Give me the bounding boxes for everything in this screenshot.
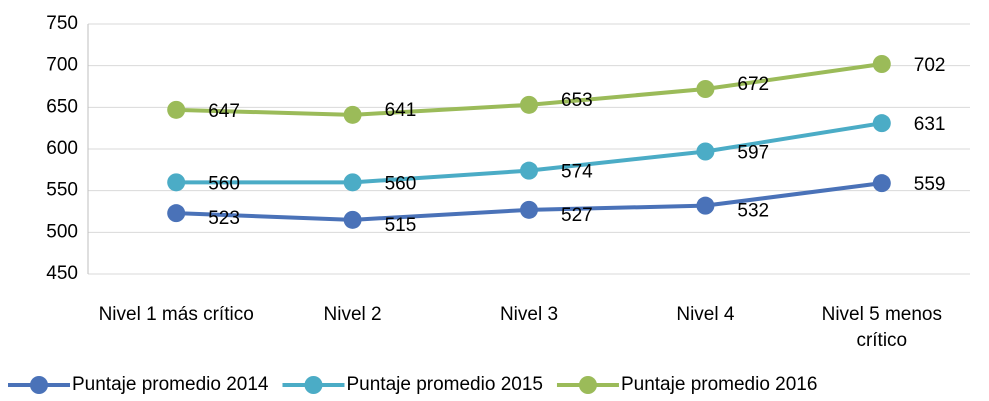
point (696, 142, 715, 161)
point (167, 173, 186, 192)
data-label: 560 (208, 173, 240, 194)
x-tick-label: Nivel 4 (676, 304, 735, 325)
point (167, 100, 186, 119)
data-label: 523 (208, 208, 240, 229)
x-tick-label: Nivel 5 menos crítico (821, 304, 942, 351)
point (696, 196, 715, 215)
data-label: 560 (385, 173, 417, 194)
y-tick-label: 450 (46, 263, 78, 284)
data-label: 653 (561, 90, 593, 111)
legend-marker (30, 376, 48, 394)
data-label: 672 (737, 74, 769, 95)
point (343, 105, 362, 124)
legend-label: Puntaje promedio 2015 (346, 374, 542, 395)
y-tick-label: 750 (46, 13, 78, 34)
x-tick-label: Nivel 1 más crítico (98, 304, 254, 325)
y-tick-label: 650 (46, 96, 78, 117)
data-label: 527 (561, 205, 593, 226)
y-tick-label: 500 (46, 221, 78, 242)
x-tick-label: Nivel 3 (499, 304, 559, 325)
y-tick-label: 700 (46, 55, 78, 76)
data-label: 559 (914, 174, 946, 195)
point (872, 55, 891, 73)
point (167, 204, 186, 223)
data-label: 597 (737, 143, 769, 164)
y-tick-label: 550 (46, 180, 78, 201)
legend-marker (578, 376, 597, 394)
point (696, 80, 715, 98)
x-tick-label: Nivel 2 (323, 304, 382, 325)
y-tick-label: 600 (46, 138, 78, 159)
legend-label: Puntaje promedio 2014 (72, 374, 269, 395)
point (520, 200, 538, 219)
legend-label: Puntaje promedio 2016 (621, 374, 817, 395)
point (343, 210, 362, 229)
point (343, 173, 362, 192)
data-label: 515 (385, 215, 417, 236)
data-label: 641 (385, 100, 417, 121)
data-label: 702 (914, 55, 946, 76)
point (520, 95, 538, 114)
legend-marker (304, 376, 323, 394)
data-label: 647 (208, 101, 240, 122)
data-label: 631 (914, 114, 946, 135)
point (872, 114, 891, 133)
data-label: 574 (561, 162, 593, 183)
point (872, 174, 891, 193)
point (520, 161, 538, 180)
data-label: 532 (737, 201, 769, 222)
